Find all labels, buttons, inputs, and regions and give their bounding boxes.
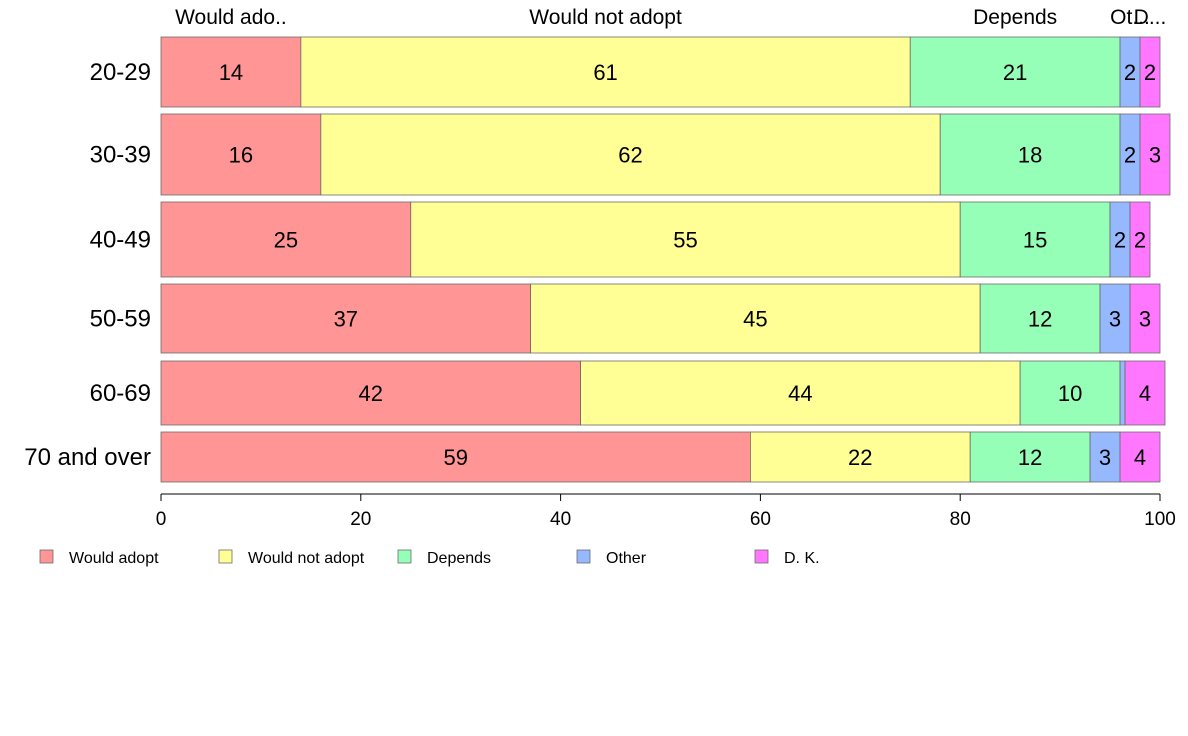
legend-swatch xyxy=(39,549,54,564)
data-label: 2 xyxy=(1134,228,1146,253)
data-label: 3 xyxy=(1139,307,1151,332)
legend-label: D. K. xyxy=(784,550,820,567)
bar-segment xyxy=(410,201,961,278)
series-top-label: Ot... xyxy=(1110,6,1150,29)
data-label: 4 xyxy=(1139,381,1151,406)
data-label: 2 xyxy=(1144,60,1156,85)
data-label: 61 xyxy=(593,60,617,85)
legend-swatch xyxy=(576,549,591,564)
data-label: 18 xyxy=(1018,143,1042,168)
x-tick-label: 40 xyxy=(550,509,571,530)
bar-segment xyxy=(1089,431,1121,483)
bar-segment xyxy=(1019,360,1121,426)
legend-label: Depends xyxy=(427,550,491,567)
data-label: 25 xyxy=(274,228,298,253)
bar-segment xyxy=(939,113,1121,196)
x-tick-label: 100 xyxy=(1144,509,1176,530)
data-label: 15 xyxy=(1023,228,1047,253)
data-label: 45 xyxy=(743,307,767,332)
bar-segment xyxy=(1139,36,1161,108)
data-label: 2 xyxy=(1114,228,1126,253)
category-label: 50-59 xyxy=(90,306,151,333)
data-label: 14 xyxy=(219,60,243,85)
series-top-label: Depends xyxy=(973,6,1057,29)
data-label: 22 xyxy=(848,445,872,470)
category-label: 20-29 xyxy=(90,59,151,86)
x-tick-label: 80 xyxy=(950,509,971,530)
x-tick-label: 20 xyxy=(350,509,371,530)
data-label: 21 xyxy=(1003,60,1027,85)
bar-segment xyxy=(160,113,322,196)
series-top-label: Would ado.. xyxy=(175,6,287,29)
legend-swatch xyxy=(754,549,769,564)
data-label: 12 xyxy=(1028,307,1052,332)
bar-segment xyxy=(909,36,1121,108)
legend-label: Would adopt xyxy=(69,550,159,567)
category-label: 40-49 xyxy=(90,227,151,254)
legend-label: Would not adopt xyxy=(248,550,365,567)
bar-segment xyxy=(959,201,1111,278)
bar-segment xyxy=(1119,431,1161,483)
bar-segment xyxy=(1099,283,1131,354)
data-label: 2 xyxy=(1124,143,1136,168)
bar-segment xyxy=(1124,360,1166,426)
data-label: 62 xyxy=(618,143,642,168)
bar-segment xyxy=(160,283,532,354)
data-label: 44 xyxy=(788,381,812,406)
data-label: 2 xyxy=(1124,60,1136,85)
legend-swatch xyxy=(218,549,233,564)
data-label: 37 xyxy=(334,307,358,332)
category-label: 70 and over xyxy=(24,444,151,471)
bar-segment xyxy=(750,431,971,483)
data-label: 59 xyxy=(443,445,467,470)
bar-segment xyxy=(160,36,302,108)
data-label: 4 xyxy=(1134,445,1146,470)
data-label: 42 xyxy=(359,381,383,406)
bar-segment xyxy=(320,113,941,196)
series-top-label: D... xyxy=(1134,6,1167,29)
data-label: 10 xyxy=(1058,381,1082,406)
category-label: 30-39 xyxy=(90,142,151,169)
series-top-label: Would not adopt xyxy=(529,6,682,29)
bar-segment xyxy=(160,201,412,278)
data-label: 3 xyxy=(1109,307,1121,332)
bar-segment xyxy=(300,36,911,108)
bar-segment xyxy=(1129,283,1161,354)
category-label: 60-69 xyxy=(90,380,151,407)
legend-label: Other xyxy=(606,550,647,567)
bar-segment xyxy=(1129,201,1151,278)
bar-segment xyxy=(530,283,981,354)
data-label: 55 xyxy=(673,228,697,253)
data-label: 3 xyxy=(1099,445,1111,470)
x-tick-label: 60 xyxy=(750,509,771,530)
legend-swatch xyxy=(397,549,412,564)
data-label: 3 xyxy=(1149,143,1161,168)
bar-segment xyxy=(1119,360,1126,426)
bar-segment xyxy=(979,283,1101,354)
bar-segment xyxy=(580,360,1021,426)
x-tick-label: 0 xyxy=(156,509,167,530)
bar-segment xyxy=(160,431,751,483)
data-label: 16 xyxy=(229,143,253,168)
bar-segment xyxy=(1139,113,1171,196)
data-label: 12 xyxy=(1018,445,1042,470)
